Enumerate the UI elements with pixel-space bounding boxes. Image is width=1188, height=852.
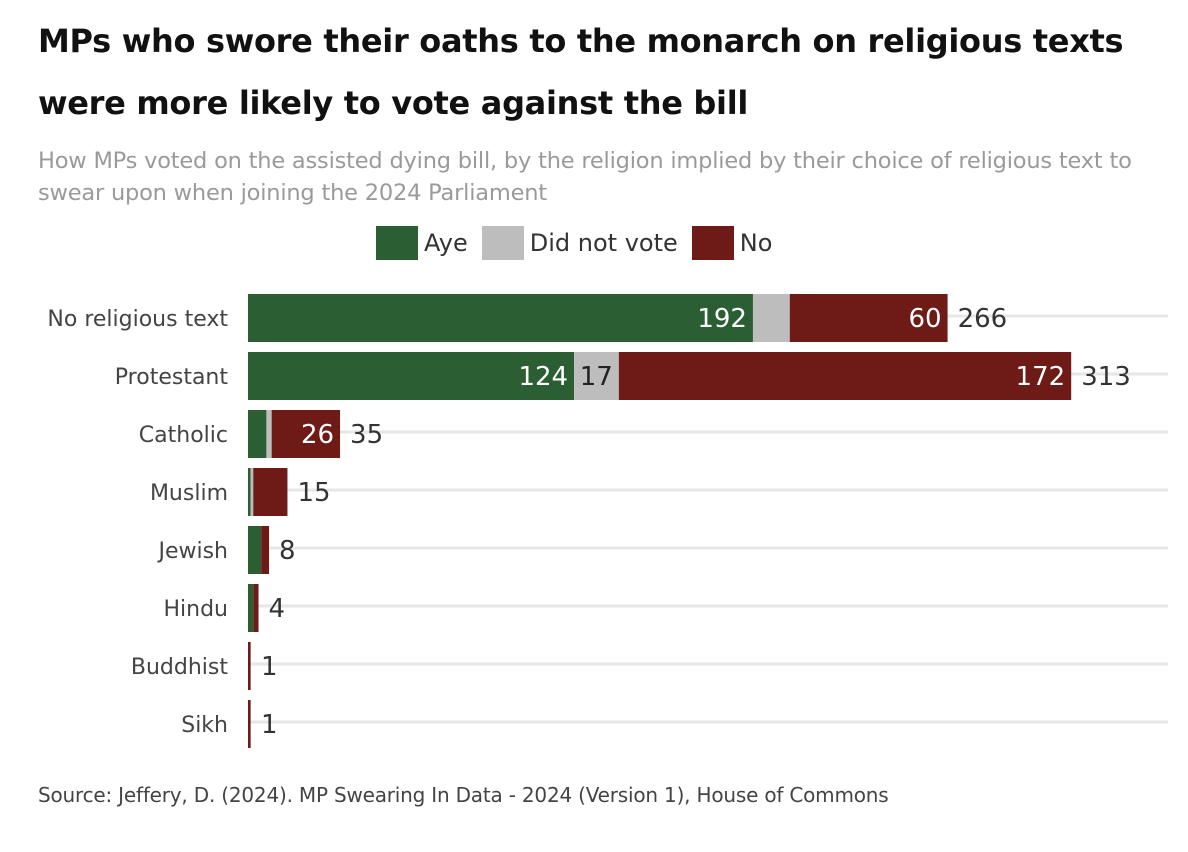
bar-aye-hindu: [248, 584, 254, 632]
total-label-hindu: 4: [269, 594, 286, 624]
legend-label-aye: Aye: [424, 229, 468, 257]
category-label-buddhist: Buddhist: [131, 655, 228, 680]
bar-no-protestant: [618, 352, 1072, 400]
category-label-hindu: Hindu: [163, 597, 228, 622]
bar-no-jewish: [261, 526, 270, 574]
legend-swatch-no: [691, 226, 734, 260]
category-label-no-religious-text: No religious text: [47, 307, 228, 332]
chart-subtitle: How MPs voted on the assisted dying bill…: [38, 148, 1132, 206]
data-label-no-protestant: 172: [1016, 362, 1066, 392]
bar-no-catholic: [271, 410, 341, 458]
bar-no-buddhist: [248, 642, 251, 690]
bar-did-not-vote-muslim: [250, 468, 254, 516]
total-label-jewish: 8: [279, 536, 296, 566]
data-label-no-no-religious-text: 60: [908, 304, 941, 334]
bar-no-muslim: [253, 468, 288, 516]
category-label-protestant: Protestant: [115, 365, 229, 390]
total-label-buddhist: 1: [261, 652, 278, 682]
legend-label-no: No: [739, 229, 773, 257]
bar-did-not-vote-no-religious-text: [752, 294, 790, 342]
total-label-sikh: 1: [261, 710, 278, 740]
legend-swatch-did-not-vote: [481, 226, 524, 260]
total-label-catholic: 35: [350, 420, 383, 450]
bar-no-hindu: [253, 584, 259, 632]
data-label-no-catholic: 26: [301, 420, 334, 450]
bar-did-not-vote-protestant: [574, 352, 619, 400]
total-label-no-religious-text: 266: [958, 304, 1008, 334]
chart-title: MPs who swore their oaths to the monarch…: [38, 22, 1124, 122]
legend-item-did-not-vote: Did not vote: [481, 226, 678, 260]
category-label-jewish: Jewish: [156, 539, 228, 564]
category-label-catholic: Catholic: [139, 423, 228, 448]
bar-aye-jewish: [248, 526, 262, 574]
total-label-protestant: 313: [1081, 362, 1131, 392]
total-label-muslim: 15: [297, 478, 330, 508]
stacked-bar-chart: No religious text 192 60 266 Protestant 124 17…: [47, 294, 1168, 748]
bar-aye-protestant: [248, 352, 575, 400]
data-label-aye-protestant: 124: [518, 362, 568, 392]
bar-no-sikh: [248, 700, 251, 748]
bar-aye-muslim: [248, 468, 251, 516]
bar-aye-catholic: [248, 410, 267, 458]
category-label-muslim: Muslim: [150, 481, 228, 506]
bar-did-not-vote-catholic: [266, 410, 272, 458]
category-label-sikh: Sikh: [181, 713, 228, 738]
legend-item-aye: Aye: [376, 226, 468, 260]
legend: Aye Did not vote No: [376, 226, 786, 260]
bar-aye-no-religious-text: [248, 294, 753, 342]
legend-swatch-aye: [376, 226, 418, 260]
data-label-aye-no-religious-text: 192: [697, 304, 747, 334]
legend-item-no: No: [691, 226, 773, 260]
bar-no-no-religious-text: [789, 294, 948, 342]
data-label-did-not-vote-protestant: 17: [580, 362, 613, 392]
source-note: Source: Jeffery, D. (2024). MP Swearing …: [38, 783, 889, 807]
legend-label-did-not-vote: Did not vote: [529, 229, 678, 257]
